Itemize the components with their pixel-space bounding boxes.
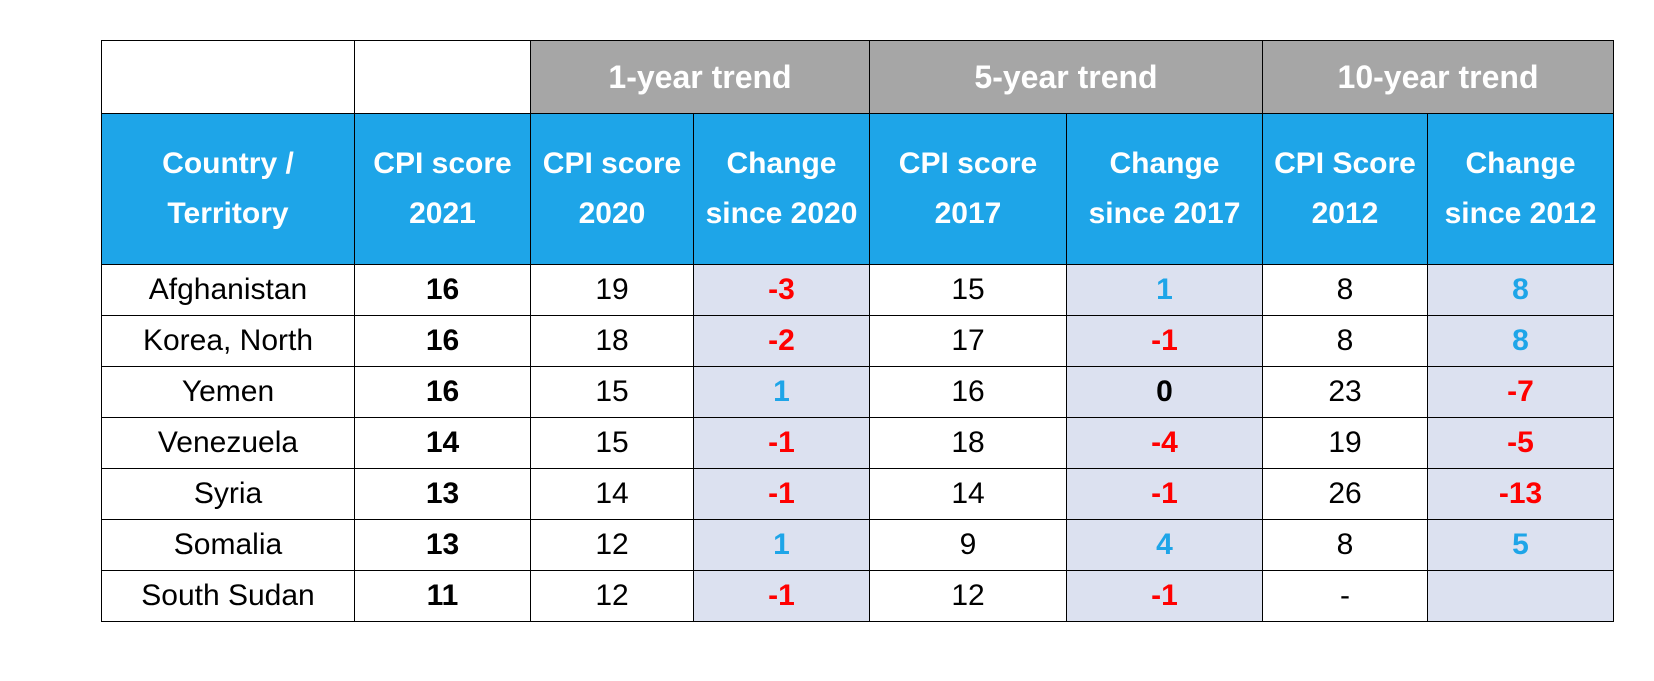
cell-change-2017: 1 (1066, 264, 1263, 316)
cell-change-2020: 1 (693, 366, 870, 418)
group-header-5-year-trend: 5-year trend (869, 40, 1263, 114)
cell-cpi-2017: 12 (869, 570, 1067, 622)
cell-cpi-2020: 14 (530, 468, 694, 520)
cell-change-2020: 1 (693, 519, 870, 571)
table-row: Korea, North 16 18 -2 17 -1 8 8 (101, 315, 1615, 367)
cell-cpi-2017: 17 (869, 315, 1067, 367)
column-header-cpi-2012: CPI Score 2012 (1262, 113, 1428, 265)
cell-cpi-2017: 18 (869, 417, 1067, 469)
column-header-cpi-2017: CPI score 2017 (869, 113, 1067, 265)
cell-change-2012 (1426, 570, 1615, 622)
cell-cpi-2017: 16 (869, 366, 1067, 418)
column-header-country: Country / Territory (101, 113, 355, 265)
cell-cpi-2021: 13 (354, 519, 531, 571)
cell-country: Afghanistan (101, 264, 355, 316)
column-header-label: Change since 2012 (1444, 147, 1597, 230)
column-header-row: Country / Territory CPI score 2021 CPI s… (101, 113, 1615, 265)
cell-change-2017: -1 (1066, 315, 1263, 367)
cell-change-2012: 8 (1426, 264, 1615, 316)
table-row: Somalia 13 12 1 9 4 8 5 (101, 519, 1615, 571)
cell-cpi-2020: 15 (530, 417, 694, 469)
cell-cpi-2012: 8 (1262, 264, 1428, 316)
cell-change-2017: -1 (1066, 570, 1263, 622)
column-header-change-2017: Change since 2017 (1066, 113, 1263, 265)
group-header-blank (354, 40, 531, 114)
table-row: Yemen 16 15 1 16 0 23 -7 (101, 366, 1615, 418)
cell-cpi-2017: 14 (869, 468, 1067, 520)
group-header-blank (101, 40, 355, 114)
cell-cpi-2021: 11 (354, 570, 531, 622)
cell-cpi-2012: 26 (1262, 468, 1428, 520)
cell-cpi-2012: 23 (1262, 366, 1428, 418)
group-header-10-year-trend: 10-year trend (1261, 40, 1615, 114)
cell-cpi-2012: 8 (1262, 519, 1428, 571)
cell-country: Syria (101, 468, 355, 520)
cell-cpi-2021: 14 (354, 417, 531, 469)
table-row: South Sudan 11 12 -1 12 -1- (101, 570, 1615, 622)
cell-change-2020: -1 (693, 417, 870, 469)
cell-change-2017: -1 (1066, 468, 1263, 520)
cell-change-2020: -2 (693, 315, 870, 367)
cell-change-2012: -5 (1426, 417, 1615, 469)
column-header-label: Country / Territory (162, 147, 294, 230)
cell-cpi-2021: 16 (354, 264, 531, 316)
column-header-label: CPI score 2020 (542, 147, 682, 230)
cell-cpi-2021: 16 (354, 315, 531, 367)
cell-cpi-2012: 8 (1262, 315, 1428, 367)
cell-cpi-2021: 13 (354, 468, 531, 520)
cell-cpi-2017: 9 (869, 519, 1067, 571)
column-header-cpi-2021: CPI score 2021 (354, 113, 531, 265)
cell-change-2020: -1 (693, 570, 870, 622)
cell-change-2017: 0 (1066, 366, 1263, 418)
table-body: 1-year trend 5-year trend 10-year trend … (101, 40, 1615, 622)
cell-cpi-2020: 18 (530, 315, 694, 367)
cell-cpi-2017: 15 (869, 264, 1067, 316)
column-header-change-2020: Change since 2020 (693, 113, 870, 265)
cell-country: Venezuela (101, 417, 355, 469)
cell-change-2017: 4 (1066, 519, 1263, 571)
cell-cpi-2020: 15 (530, 366, 694, 418)
cell-change-2012: -13 (1426, 468, 1615, 520)
cell-change-2012: -7 (1426, 366, 1615, 418)
column-header-cpi-2020: CPI score 2020 (530, 113, 694, 265)
cell-change-2012: 5 (1426, 519, 1615, 571)
table-row: Venezuela 14 15 -1 18 -4 19 -5 (101, 417, 1615, 469)
cell-cpi-2020: 12 (530, 519, 694, 571)
cell-change-2020: -1 (693, 468, 870, 520)
column-header-change-2012: Change since 2012 (1426, 113, 1615, 265)
cell-cpi-2020: 12 (530, 570, 694, 622)
cell-cpi-2020: 19 (530, 264, 694, 316)
cell-change-2020: -3 (693, 264, 870, 316)
group-header-row: 1-year trend 5-year trend 10-year trend (101, 40, 1615, 114)
cell-country: Korea, North (101, 315, 355, 367)
column-header-label: CPI Score 2012 (1274, 147, 1416, 230)
cell-cpi-2012: - (1262, 570, 1428, 622)
cell-cpi-2012: 19 (1262, 417, 1428, 469)
cell-cpi-2021: 16 (354, 366, 531, 418)
table-row: Afghanistan 16 19 -3 15 1 8 8 (101, 264, 1615, 316)
cell-change-2012: 8 (1426, 315, 1615, 367)
cell-change-2017: -4 (1066, 417, 1263, 469)
group-header-1-year-trend: 1-year trend (530, 40, 870, 114)
column-header-label: Change since 2017 (1088, 147, 1241, 230)
cell-country: Yemen (101, 366, 355, 418)
column-header-label: CPI score 2021 (373, 147, 512, 230)
table-row: Syria 13 14 -1 14 -1 26 -13 (101, 468, 1615, 520)
cpi-table: 1-year trend 5-year trend 10-year trend … (101, 40, 1615, 622)
cell-country: South Sudan (101, 570, 355, 622)
column-header-label: Change since 2020 (705, 147, 858, 230)
cell-country: Somalia (101, 519, 355, 571)
column-header-label: CPI score 2017 (898, 147, 1038, 230)
